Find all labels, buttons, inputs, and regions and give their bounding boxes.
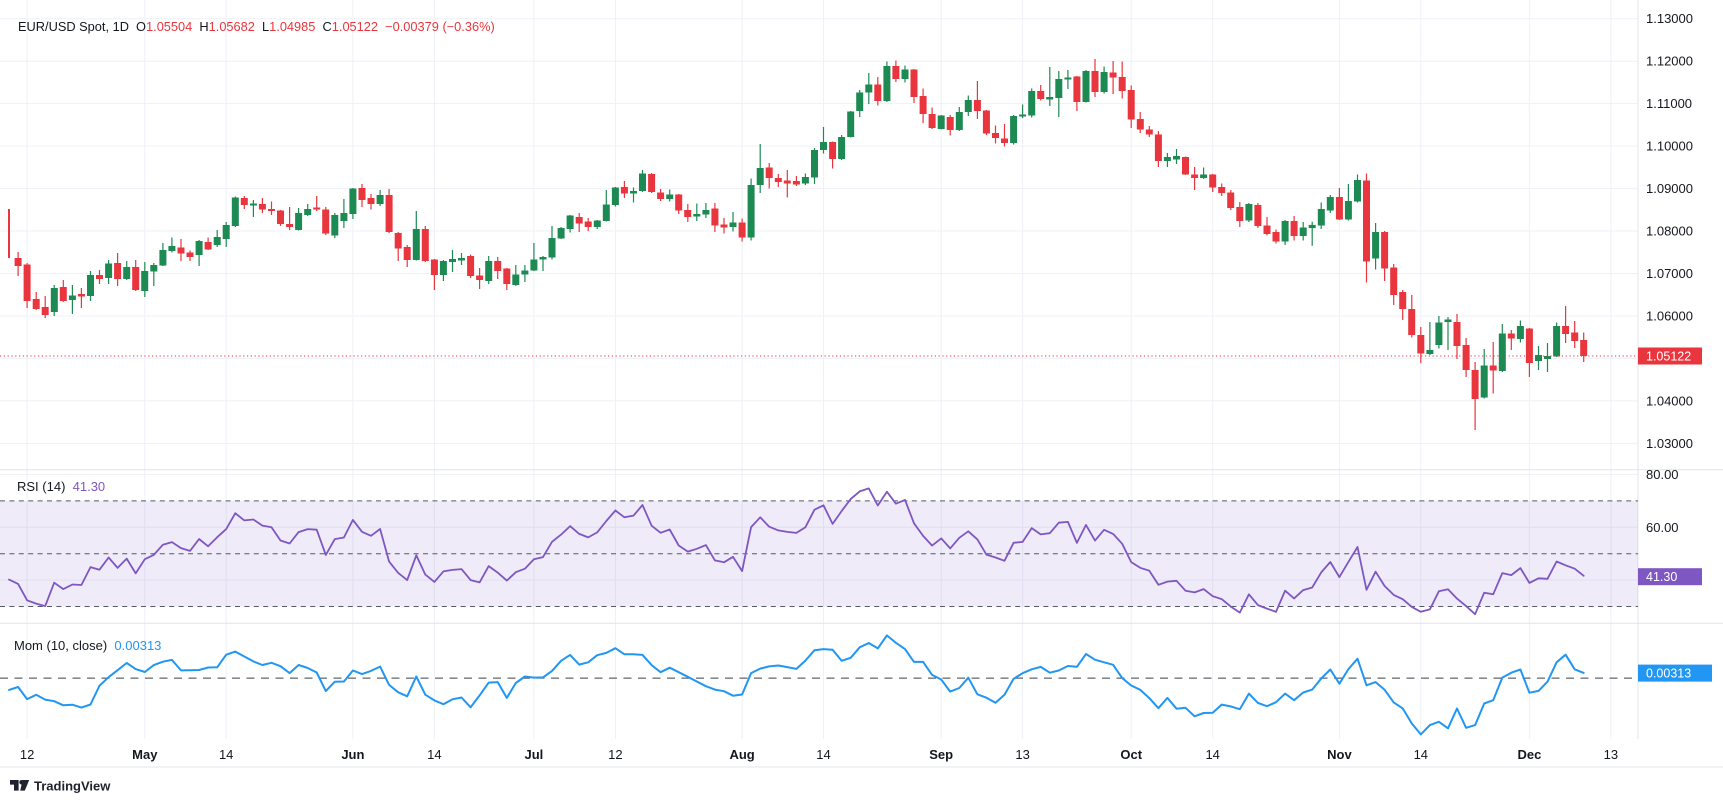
svg-text:14: 14	[816, 747, 830, 762]
svg-text:Aug: Aug	[729, 747, 754, 762]
svg-text:1.12000: 1.12000	[1646, 54, 1693, 69]
svg-text:May: May	[132, 747, 158, 762]
svg-text:1.06000: 1.06000	[1646, 309, 1693, 324]
svg-text:Mom (10, close) 0.00313: Mom (10, close) 0.00313	[14, 638, 161, 653]
svg-text:12: 12	[608, 747, 622, 762]
svg-text:1.09000: 1.09000	[1646, 181, 1693, 196]
svg-text:14: 14	[219, 747, 233, 762]
svg-text:1.05122: 1.05122	[1646, 350, 1691, 364]
svg-text:80.00: 80.00	[1646, 467, 1679, 482]
svg-text:1.10000: 1.10000	[1646, 139, 1693, 154]
svg-text:Jun: Jun	[341, 747, 364, 762]
svg-text:RSI (14) 41.30: RSI (14) 41.30	[17, 479, 105, 494]
svg-text:1.04000: 1.04000	[1646, 393, 1693, 408]
svg-text:1.13000: 1.13000	[1646, 11, 1693, 26]
svg-text:Sep: Sep	[929, 747, 953, 762]
svg-text:Oct: Oct	[1120, 747, 1142, 762]
svg-text:1.08000: 1.08000	[1646, 224, 1693, 239]
svg-text:14: 14	[427, 747, 441, 762]
svg-text:TradingView: TradingView	[34, 779, 111, 794]
svg-text:13: 13	[1015, 747, 1029, 762]
svg-text:60.00: 60.00	[1646, 520, 1679, 535]
svg-text:0.00313: 0.00313	[1646, 667, 1691, 681]
svg-text:Nov: Nov	[1327, 747, 1352, 762]
svg-text:Dec: Dec	[1517, 747, 1541, 762]
svg-text:13: 13	[1604, 747, 1618, 762]
svg-text:1.11000: 1.11000	[1646, 96, 1692, 111]
svg-text:12: 12	[20, 747, 34, 762]
svg-text:1.07000: 1.07000	[1646, 266, 1693, 281]
svg-text:Jul: Jul	[525, 747, 544, 762]
svg-text:41.30: 41.30	[1646, 570, 1677, 584]
svg-text:EUR/USD Spot, 1D O1.05504 H1: EUR/USD Spot, 1D O1.05504 H1.05682 L1.04…	[18, 19, 495, 34]
svg-text:1.03000: 1.03000	[1646, 436, 1693, 451]
svg-text:14: 14	[1205, 747, 1219, 762]
svg-text:14: 14	[1414, 747, 1428, 762]
